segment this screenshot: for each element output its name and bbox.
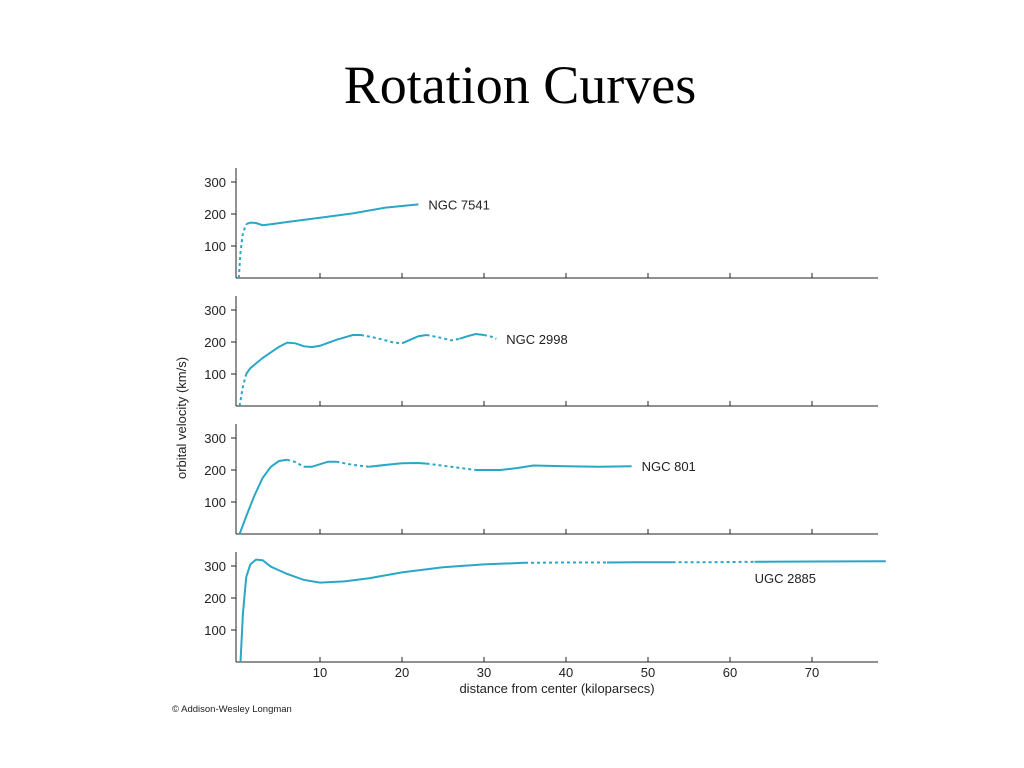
panel-4-y-tick-label: 300 <box>204 559 226 574</box>
panel-4-curve-segment <box>754 560 886 563</box>
panel-2-curve-segment <box>245 334 361 375</box>
panel-1-y-tick-label: 300 <box>204 175 226 190</box>
panel-3-y-tick-label: 300 <box>204 431 226 446</box>
copyright-notice: © Addison-Wesley Longman <box>172 704 292 715</box>
panel-4-y-tick-label: 200 <box>204 591 226 606</box>
chart-panels: 100 200 300 NGC 7541 100 200 300 NGC 2998 100 200… <box>204 168 886 680</box>
panel-1-y-tick-label: 200 <box>204 207 226 222</box>
panel-3-curve-segment <box>286 458 305 468</box>
x-axis-label: distance from center (kiloparsecs) <box>459 681 654 696</box>
panel-1-y-tick-label: 100 <box>204 239 226 254</box>
series-label-2: NGC 2998 <box>506 332 567 347</box>
panel-2-y-tick-label: 100 <box>204 367 226 382</box>
panel-3-curve-segment <box>238 458 288 535</box>
x-tick-label: 60 <box>723 665 737 680</box>
panel-2-curve-segment <box>238 373 248 407</box>
series-label-1: NGC 7541 <box>428 197 489 212</box>
panel-4-y-tick-label: 100 <box>204 623 226 638</box>
panel-3-curve-segment <box>426 462 476 471</box>
panel-2-y-tick-label: 200 <box>204 335 226 350</box>
panel-3-curve-segment <box>369 461 427 468</box>
slide-title: Rotation Curves <box>343 55 697 115</box>
x-tick-label: 70 <box>805 665 819 680</box>
panel-3-curve-segment <box>303 460 337 468</box>
x-tick-label: 40 <box>559 665 573 680</box>
series-label-3: NGC 801 <box>642 459 696 474</box>
panel-3-curve-segment <box>475 464 632 471</box>
panel-2-curve-segment <box>360 334 403 345</box>
panel-1-curve-segment <box>237 223 248 279</box>
panel-3-curve-segment <box>336 460 370 468</box>
panel-3-y-tick-label: 200 <box>204 463 226 478</box>
panel-2-curve-segment <box>483 334 497 340</box>
x-tick-label: 50 <box>641 665 655 680</box>
panel-4-curve-segment <box>239 558 526 663</box>
panel-2-curve-segment <box>401 334 427 345</box>
panel-3-y-tick-label: 100 <box>204 495 226 510</box>
x-tick-label: 20 <box>395 665 409 680</box>
series-label-4: UGC 2885 <box>755 571 816 586</box>
x-tick-label: 10 <box>313 665 327 680</box>
panel-2-curve-segment <box>426 334 460 342</box>
panel-1-curve-segment <box>245 203 419 227</box>
panel-2-curve-segment <box>459 332 485 340</box>
y-axis-label: orbital velocity (km/s) <box>174 357 189 479</box>
panel-2-y-tick-label: 300 <box>204 303 226 318</box>
x-tick-label: 30 <box>477 665 491 680</box>
